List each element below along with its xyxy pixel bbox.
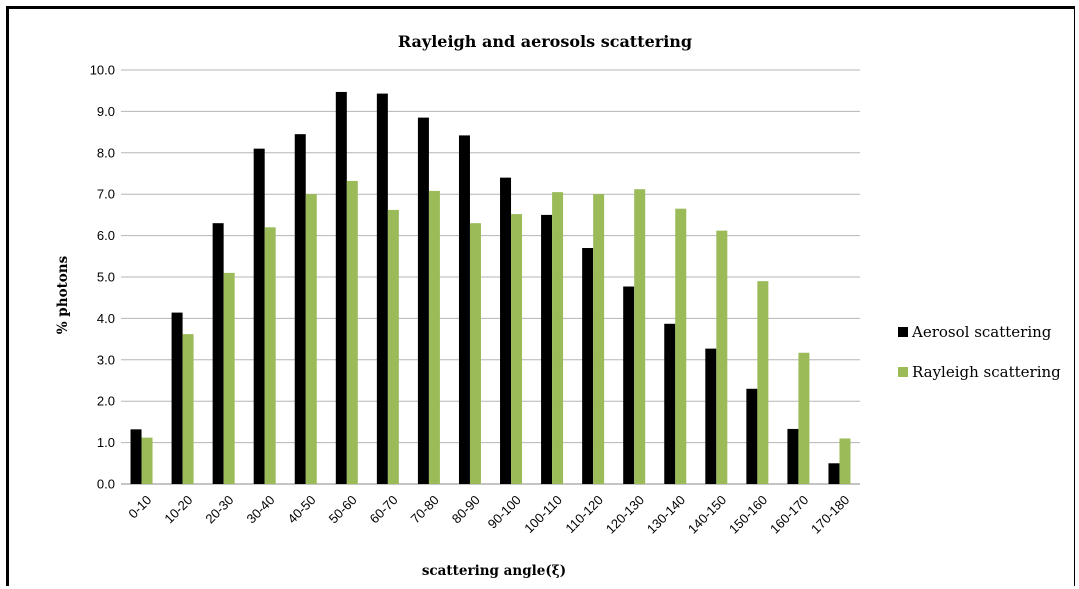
x-tick-label: 20-30 [202,492,236,526]
y-tick-label: 1.0 [97,435,115,450]
legend: Aerosol scattering Rayleigh scattering [898,323,1061,381]
bar-rayleigh-160-170 [798,352,810,484]
x-tick-label: 30-40 [243,492,277,526]
bar-rayleigh-170-180 [839,438,851,484]
x-axis-ticks: 0-10 10-20 20-30 30-40 40-50 50-60 60-70 70-80 8… [125,492,852,536]
bar-rayleigh-100-110 [552,192,564,484]
x-tick-label: 10-20 [161,492,195,526]
x-tick-label: 140-150 [685,492,729,536]
bars [130,91,851,485]
bar-aerosol-50-60 [335,91,347,484]
y-tick-label: 9.0 [97,104,115,119]
bar-aerosol-120-130 [623,286,635,484]
bar-rayleigh-20-30 [223,272,235,484]
bar-aerosol-160-170 [787,428,799,484]
bar-aerosol-140-150 [705,348,717,484]
bar-aerosol-170-180 [828,463,840,484]
y-tick-label: 0.0 [97,477,115,492]
bar-aerosol-0-10 [130,429,142,484]
bar-rayleigh-150-160 [757,281,769,484]
bar-chart: Rayleigh and aerosols scattering 0.0 1.0 2… [55,32,1061,579]
bar-aerosol-100-110 [541,214,553,484]
bar-rayleigh-40-50 [305,194,317,484]
bar-rayleigh-0-10 [141,437,153,484]
x-tick-label: 160-170 [767,492,811,536]
bar-aerosol-30-40 [253,148,265,484]
bar-aerosol-70-80 [417,117,429,485]
bar-rayleigh-80-90 [469,223,481,484]
y-tick-label: 10.0 [90,63,115,78]
y-tick-label: 3.0 [97,352,115,367]
bar-rayleigh-110-120 [593,194,605,484]
bar-aerosol-90-100 [500,177,512,484]
bar-rayleigh-90-100 [511,214,523,484]
legend-item-rayleigh: Rayleigh scattering [898,363,1061,381]
legend-swatch-aerosol [898,327,908,337]
bar-rayleigh-120-130 [634,189,646,485]
chart-title: Rayleigh and aerosols scattering [398,32,692,51]
bar-rayleigh-30-40 [264,227,276,484]
x-tick-label: 150-160 [726,492,770,536]
legend-swatch-rayleigh [898,367,908,377]
bar-rayleigh-50-60 [346,180,358,484]
x-tick-label: 50-60 [326,492,360,526]
bar-aerosol-110-120 [582,248,594,484]
x-tick-label: 130-140 [644,492,688,536]
y-axis-label: % photons [55,255,71,334]
y-tick-label: 8.0 [97,145,115,160]
y-axis-ticks: 0.0 1.0 2.0 3.0 4.0 5.0 6.0 7.0 8.0 9.0 10.0 [90,63,115,492]
y-tick-label: 7.0 [97,187,115,202]
y-tick-label: 5.0 [97,270,115,285]
legend-label-rayleigh: Rayleigh scattering [912,363,1061,381]
x-tick-label: 170-180 [808,492,852,536]
y-tick-label: 4.0 [97,311,115,326]
bar-rayleigh-130-140 [675,208,687,484]
x-tick-label: 100-110 [521,492,565,536]
x-tick-label: 70-80 [408,492,442,526]
x-tick-label: 120-130 [603,492,647,536]
bar-aerosol-20-30 [212,223,224,484]
x-tick-label: 110-120 [562,492,606,536]
bar-rayleigh-70-80 [428,190,440,484]
y-tick-label: 2.0 [97,394,115,409]
x-tick-label: 40-50 [285,492,319,526]
bar-aerosol-10-20 [171,312,183,484]
bar-rayleigh-10-20 [182,334,194,484]
bar-rayleigh-60-70 [387,209,399,484]
x-tick-label: 90-100 [485,492,524,531]
bar-aerosol-80-90 [458,135,470,484]
bar-aerosol-130-140 [664,323,676,484]
gridlines [121,69,860,485]
bar-aerosol-60-70 [376,93,388,484]
x-tick-label: 80-90 [449,492,483,526]
y-tick-label: 6.0 [97,228,115,243]
legend-label-aerosol: Aerosol scattering [911,323,1052,341]
chart-frame: Rayleigh and aerosols scattering 0.0 1.0 2… [6,6,1075,586]
x-tick-label: 0-10 [125,492,154,521]
x-axis-label: scattering angle(ξ) [422,563,566,579]
bar-aerosol-40-50 [294,134,306,485]
bar-rayleigh-140-150 [716,230,728,484]
x-tick-label: 60-70 [367,492,401,526]
legend-item-aerosol: Aerosol scattering [898,323,1052,341]
bar-aerosol-150-160 [746,388,758,484]
